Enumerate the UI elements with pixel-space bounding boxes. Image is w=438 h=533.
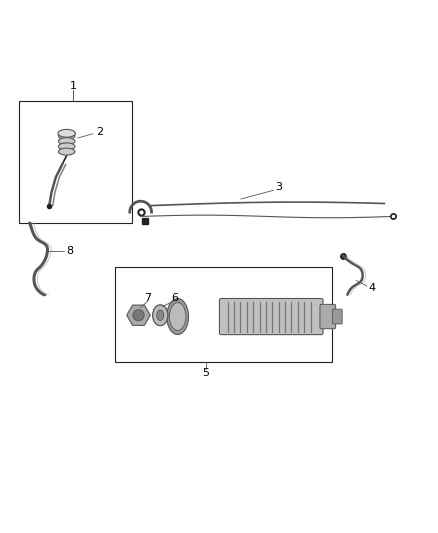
Bar bbox=[115, 266, 332, 362]
Ellipse shape bbox=[58, 133, 75, 140]
Text: 1: 1 bbox=[70, 81, 77, 91]
Text: 8: 8 bbox=[66, 246, 73, 256]
Ellipse shape bbox=[152, 305, 168, 326]
Ellipse shape bbox=[157, 310, 164, 320]
Ellipse shape bbox=[167, 298, 188, 335]
Ellipse shape bbox=[58, 138, 75, 144]
Ellipse shape bbox=[58, 148, 75, 155]
Ellipse shape bbox=[58, 130, 75, 137]
Text: 3: 3 bbox=[276, 182, 283, 192]
Text: 6: 6 bbox=[171, 293, 178, 303]
Text: 5: 5 bbox=[202, 368, 209, 378]
FancyBboxPatch shape bbox=[320, 304, 336, 329]
Circle shape bbox=[133, 310, 144, 321]
Text: 7: 7 bbox=[144, 293, 151, 303]
Bar bbox=[19, 101, 132, 223]
FancyBboxPatch shape bbox=[219, 298, 323, 335]
FancyBboxPatch shape bbox=[332, 309, 342, 324]
Text: 2: 2 bbox=[96, 127, 103, 138]
Text: 4: 4 bbox=[369, 283, 376, 293]
Ellipse shape bbox=[58, 143, 75, 150]
Ellipse shape bbox=[170, 303, 186, 330]
